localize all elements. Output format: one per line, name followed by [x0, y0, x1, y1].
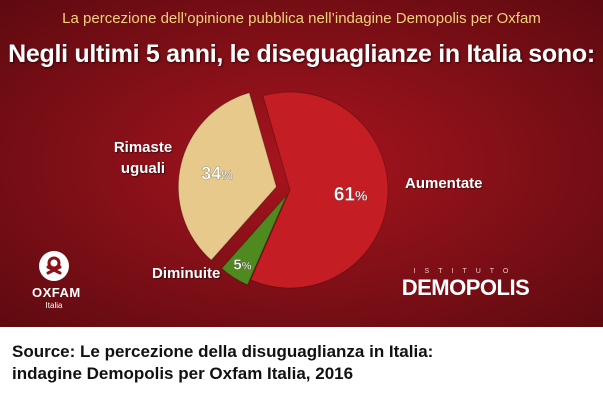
subtitle: La percezione dell’opinione pubblica nel… — [62, 10, 541, 27]
oxfam-name: OXFAM — [32, 285, 81, 300]
demopolis-logo: ISTITUTO DEMOPOLIS — [378, 268, 553, 301]
source-line2: indagine Demopolis per Oxfam Italia, 201… — [12, 364, 354, 383]
pie-chart: 61% 5% 34% — [177, 91, 389, 289]
oxfam-sub: Italia — [45, 301, 63, 310]
source-caption: Source: Le percezione della disuguaglian… — [12, 341, 597, 385]
label-diminuite: Diminuite — [152, 265, 221, 282]
label-rimaste-line1: Rimaste — [113, 139, 173, 156]
demopolis-top: ISTITUTO — [413, 268, 518, 275]
label-rimaste-uguali: Rimaste uguali — [102, 137, 184, 179]
demopolis-name: DEMOPOLIS — [401, 275, 530, 300]
label-aumentate: Aumentate — [405, 175, 483, 192]
pie-slice-aumentate — [250, 91, 389, 289]
pie-value-label-rimaste-uguali: 34% — [201, 164, 233, 184]
pie-slice-diminuite — [220, 194, 288, 286]
infographic-panel: La percezione dell’opinione pubblica nel… — [0, 0, 603, 327]
oxfam-logo: OXFAM Italia — [32, 251, 81, 310]
pie-value-label-aumentate: 61% — [334, 185, 368, 206]
label-rimaste-line2: uguali — [120, 160, 166, 177]
source-line1: Source: Le percezione della disuguaglian… — [12, 342, 434, 361]
pie-value-label-diminuite: 5% — [233, 257, 251, 274]
oxfam-icon — [39, 251, 69, 281]
pie-slice-rimaste-uguali — [177, 92, 277, 261]
chart-title: Negli ultimi 5 anni, le diseguaglianze i… — [8, 40, 595, 68]
